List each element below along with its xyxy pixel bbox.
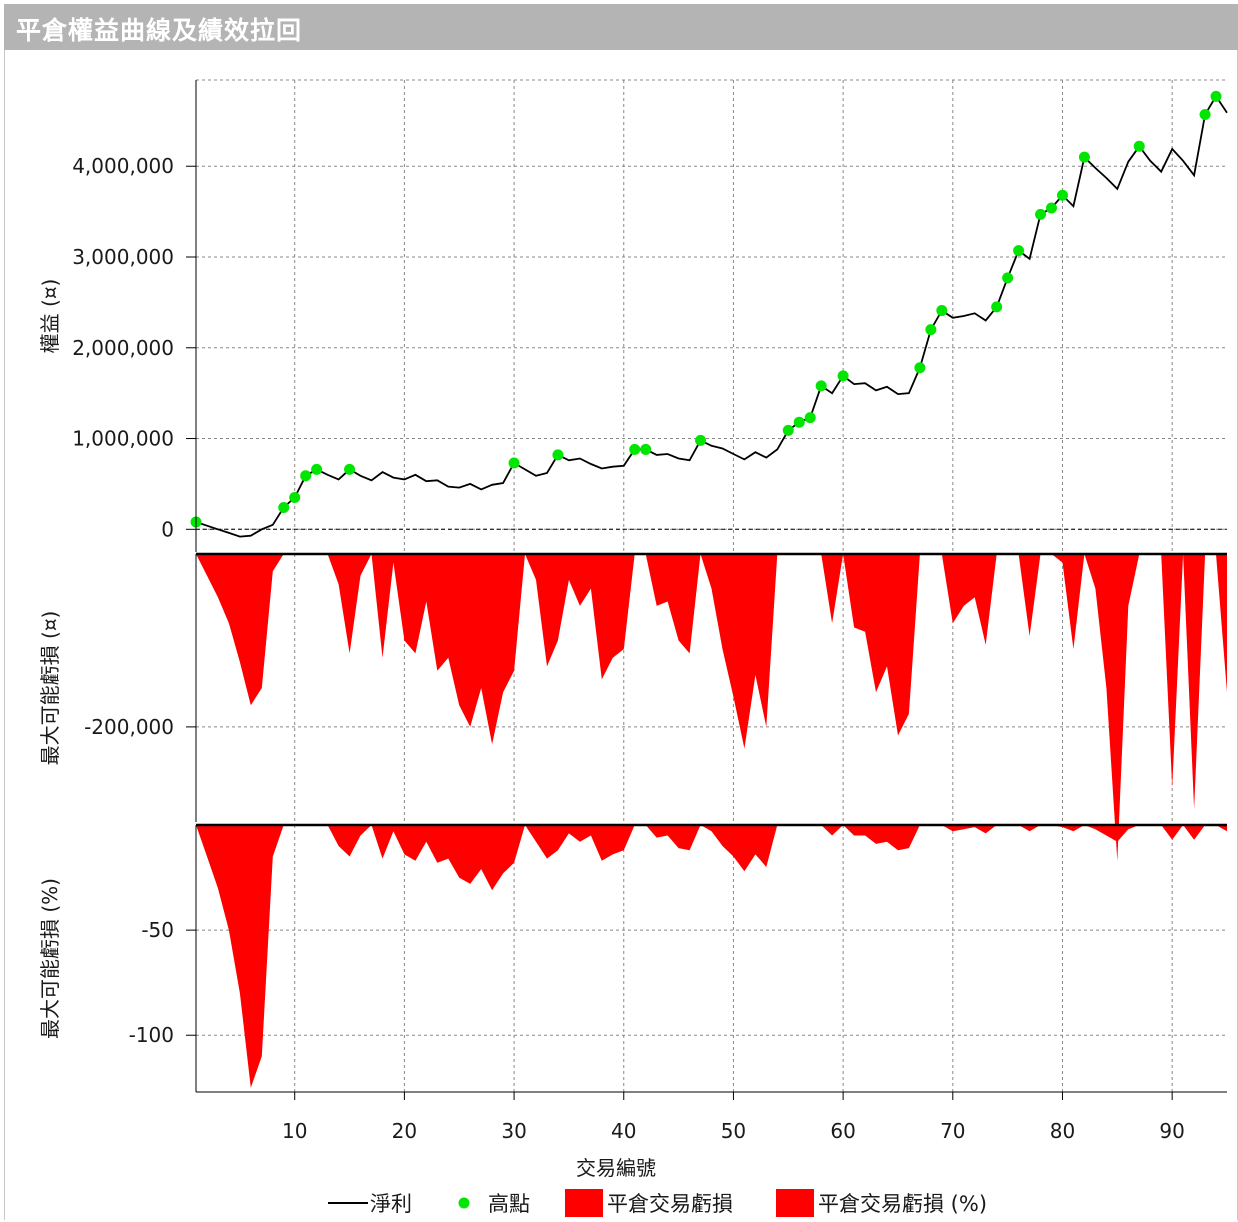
high-point-marker: [1035, 208, 1047, 220]
y-axis-label: 權益 (¤): [38, 279, 62, 354]
net-profit-line: [195, 94, 1228, 538]
x-tick-label: 80: [1050, 1119, 1075, 1143]
legend-dot-swatch: [458, 1197, 470, 1209]
high-point-marker: [815, 380, 827, 392]
high-point-marker: [1056, 189, 1068, 201]
high-point-marker: [1013, 245, 1025, 257]
equity-panel: [190, 90, 1228, 538]
x-tick-label: 90: [1159, 1119, 1184, 1143]
y-tick-label: 1,000,000: [72, 427, 174, 451]
legend-box-swatch: [565, 1189, 603, 1217]
drawdown-area: [196, 825, 1227, 1088]
y-tick-label: -100: [129, 1023, 174, 1047]
y-axis-label: 最大可能虧損 (¤): [38, 611, 62, 766]
high-point-marker: [782, 424, 794, 436]
title-bar: 平倉權益曲線及績效拉回: [4, 4, 1238, 50]
y-tick-label: -200,000: [84, 715, 174, 739]
high-point-marker: [804, 412, 816, 424]
high-point-marker: [914, 362, 926, 374]
x-tick-label: 70: [940, 1119, 965, 1143]
drawdown-area: [196, 554, 1227, 861]
window-title: 平倉權益曲線及績效拉回: [16, 16, 303, 45]
high-point-marker: [991, 301, 1003, 313]
high-point-marker: [289, 492, 301, 504]
axes: 0 1,000,000 2,000,000 3,000,000 4,000,000 權益 …: [38, 80, 1227, 1093]
legend: 淨利 高點 平倉交易虧損 平倉交易虧損 (%): [328, 1189, 987, 1217]
x-axis-label: 交易編號: [576, 1156, 656, 1180]
high-point-marker: [311, 463, 323, 475]
legend-label: 淨利: [370, 1192, 412, 1216]
x-tick-label: 50: [721, 1119, 746, 1143]
y-tick-label: 0: [161, 517, 174, 541]
high-point-marker: [344, 463, 356, 475]
high-point-marker: [1078, 151, 1090, 163]
x-tick-label: 40: [611, 1119, 636, 1143]
high-point-marker: [695, 434, 707, 446]
drawdown-pct-panel: [196, 823, 1227, 1088]
x-tick-label: 10: [282, 1119, 307, 1143]
high-point-marker: [629, 443, 641, 455]
legend-label: 高點: [488, 1192, 530, 1216]
high-point-marker: [278, 502, 290, 514]
high-point-marker: [640, 443, 652, 455]
high-point-marker: [1210, 90, 1222, 102]
high-point-marker: [1002, 272, 1014, 284]
grid-lines: [196, 79, 1227, 1092]
x-tick-label: 20: [392, 1119, 417, 1143]
high-point-marker: [936, 305, 948, 317]
legend-label: 平倉交易虧損 (%): [818, 1192, 987, 1216]
legend-label: 平倉交易虧損: [607, 1192, 733, 1216]
high-point-marker: [793, 416, 805, 428]
y-axis-label: 最大可能虧損 (%): [38, 878, 62, 1039]
high-point-marker: [1046, 202, 1058, 214]
x-tick-labels: 10 20 30 40 50 60 70 80 90: [282, 1092, 1185, 1143]
y-tick-label: 2,000,000: [72, 336, 174, 360]
legend-box-swatch: [776, 1189, 814, 1217]
y-tick-label: 4,000,000: [72, 154, 174, 178]
high-point-marker: [552, 449, 564, 461]
high-point-marker: [1133, 140, 1145, 152]
high-point-marker: [1199, 108, 1211, 120]
y-tick-label: 3,000,000: [72, 245, 174, 269]
high-point-marker: [925, 324, 937, 336]
high-point-marker: [300, 470, 312, 482]
x-tick-label: 30: [501, 1119, 526, 1143]
x-tick-label: 60: [830, 1119, 855, 1143]
drawdown-abs-panel: [196, 552, 1227, 861]
y-tick-label: -50: [141, 918, 174, 942]
high-point-marker: [837, 370, 849, 382]
high-point-marker: [508, 457, 520, 469]
